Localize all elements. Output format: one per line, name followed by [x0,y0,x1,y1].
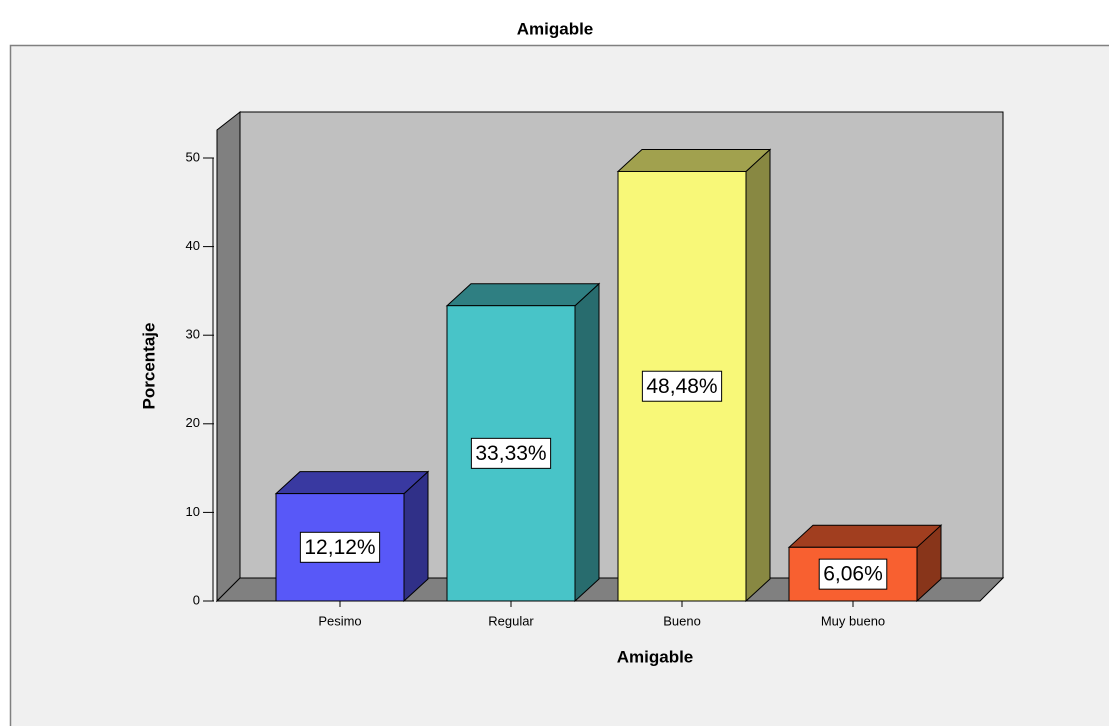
side-wall [216,110,241,603]
value-label: 6,06% [823,563,883,586]
y-tick-label: 10 [186,504,200,519]
value-label-box [299,531,381,563]
x-tick-label: Muy bueno [821,613,885,628]
value-label-box [818,558,888,590]
value-label-box [470,437,552,469]
value-label: 48,48% [646,375,717,398]
x-axis-label: Amigable [617,647,694,666]
value-label: 33,33% [475,442,546,465]
x-tick-label: Regular [488,613,534,628]
y-tick-label: 20 [186,415,200,430]
x-tick-label: Pesimo [318,613,361,628]
value-label-box [641,370,723,402]
bar-side [574,282,600,603]
value-label: 12,12% [304,536,375,559]
y-tick-label: 50 [186,149,200,164]
bar-top [616,148,772,172]
y-tick-label: 0 [193,592,200,607]
y-tick-label: 40 [186,238,200,253]
x-tick-label: Bueno [663,613,701,628]
bar-top [787,524,943,548]
bar-top [445,283,601,307]
bar-top [274,471,430,495]
y-tick-label: 30 [186,327,200,342]
bar-side [403,470,429,603]
bar-side [745,148,771,603]
chart-title: Amigable [517,19,594,38]
y-axis-label: Porcentaje [139,323,158,410]
